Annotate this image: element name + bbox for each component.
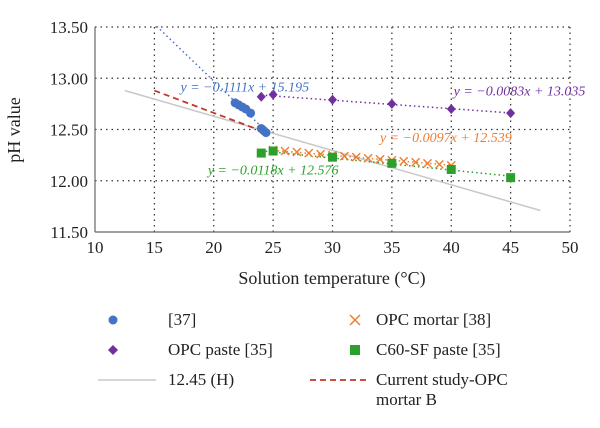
axes [94,27,570,233]
data-point-diamond [328,94,337,105]
data-point-x [339,151,349,161]
x-tick-label: 50 [562,238,579,257]
data-point-x [351,152,361,162]
legend-line-marker [98,370,168,390]
data-point-square [506,173,516,183]
data-point-diamond [256,91,266,102]
y-axis-title: pH value [4,97,24,162]
data-point-x [434,159,444,169]
data-point-diamond [268,89,278,100]
series-lines [124,25,541,212]
legend: [37] OPC mortar [38] OPC paste [35] C60-… [0,300,600,428]
x-tick-label: 15 [146,238,163,257]
legend-label: [37] [168,310,197,329]
x-tick-label: 10 [87,238,104,257]
x-axis-title: Solution temperature (°C) [238,268,425,289]
data-point-square [268,146,278,156]
trendline [273,149,452,167]
data-point-x [399,156,409,166]
trendline-equations: y = −0.1111x + 15.195 y = −0.0083x + 13.0… [179,81,586,179]
trendline [261,149,511,177]
legend-item-12-45-h: 12.45 (H) [98,370,234,390]
x-tick-label: 30 [324,238,341,257]
legend-item-ref37: [37] [98,310,196,330]
legend-label: C60-SF paste [35] [376,340,501,359]
y-tick-label: 13.50 [50,18,88,37]
data-point-x [411,157,421,167]
x-tick-label: 20 [205,238,222,257]
x-tick-label: 25 [265,238,282,257]
h-12-45-line [124,89,541,212]
data-point-circle [246,108,256,118]
y-tick-label: 12.00 [50,172,88,191]
legend-square-marker [340,340,376,360]
legend-item-current-study: Current study-OPC mortar B [310,370,526,410]
y-tick-label: 12.50 [50,121,88,140]
trendline-equation: y = −0.1111x + 15.195 [179,81,310,96]
legend-label: OPC paste [35] [168,340,273,359]
data-point-x [280,146,290,156]
data-point-square [328,152,337,162]
trendline-equation: y = −0.0118x + 12.576 [206,164,339,179]
legend-item-c60-sf-paste-35: C60-SF paste [35] [340,340,501,360]
legend-circle-marker [98,310,168,330]
trendline [261,94,511,114]
y-tick-label: 13.00 [50,69,88,88]
legend-label: 12.45 (H) [168,370,235,389]
data-point-diamond [446,104,456,114]
data-point-x [292,147,302,157]
x-tick-label: 45 [502,238,519,257]
chart: 10 15 20 25 30 35 40 45 50 11.50 12.00 12.50 13.00 13… [4,18,586,289]
trendline-equation: y = −0.0097x + 12.539 [378,131,512,146]
data-point-x [375,154,385,164]
data-point-x [363,153,373,163]
y-tick-label: 11.50 [50,223,88,242]
legend-label: OPC mortar [38] [376,310,492,329]
legend-dashed-line-marker [310,370,376,390]
data-point-diamond [387,98,397,109]
data-point-square [387,158,397,168]
legend-item-opc-paste-35: OPC paste [35] [98,340,273,360]
legend-x-marker [340,310,376,330]
data-point-x [304,148,314,158]
legend-diamond-marker [98,340,168,360]
data-points [230,89,516,183]
tick-labels: 10 15 20 25 30 35 40 45 50 11.50 12.00 12.50 13.00 13… [50,18,579,257]
data-point-square [256,148,266,158]
x-tick-label: 40 [443,238,460,257]
data-point-square [446,164,456,174]
x-tick-label: 35 [383,238,400,257]
data-point-x [423,158,432,168]
grid-lines [95,26,571,232]
trendline-equation: y = −0.0083x + 13.035 [452,85,586,100]
legend-item-opc-mortar-38: OPC mortar [38] [340,310,491,330]
data-point-x [316,149,326,159]
data-point-diamond [506,108,516,119]
data-point-circle [261,128,271,138]
legend-label: Current study-OPC mortar B [376,370,508,409]
